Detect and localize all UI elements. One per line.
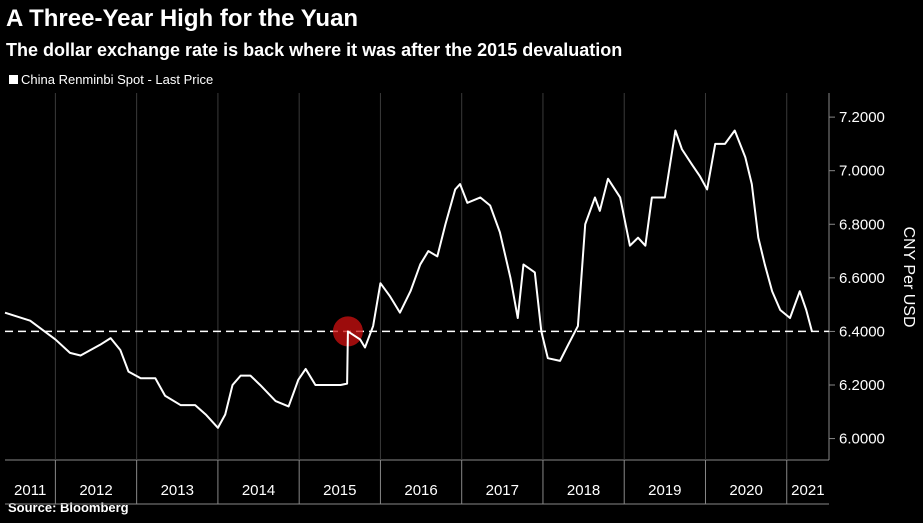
y-tick-label: 6.0000 bbox=[839, 431, 885, 448]
y-tick-label: 6.8000 bbox=[839, 216, 885, 233]
y-tick-label: 6.6000 bbox=[839, 270, 885, 287]
x-tick-label: 2015 bbox=[323, 482, 356, 499]
x-tick-label: 2012 bbox=[79, 482, 112, 499]
y-tick-label: 6.2000 bbox=[839, 377, 885, 394]
legend-swatch bbox=[9, 75, 18, 84]
x-tick-label: 2019 bbox=[648, 482, 681, 499]
chart-subtitle: The dollar exchange rate is back where i… bbox=[6, 40, 622, 60]
source: Source: Bloomberg bbox=[8, 500, 129, 515]
x-tick-label: 2021 bbox=[791, 482, 824, 499]
x-tick-label: 2013 bbox=[161, 482, 194, 499]
legend-label: China Renminbi Spot - Last Price bbox=[21, 72, 213, 87]
y-tick-label: 6.4000 bbox=[839, 323, 885, 340]
x-tick-label: 2016 bbox=[404, 482, 437, 499]
y-axis-label: CNY Per USD bbox=[900, 226, 917, 327]
x-tick-label: 2014 bbox=[242, 482, 275, 499]
x-tick-label: 2017 bbox=[486, 482, 519, 499]
chart-title: A Three-Year High for the Yuan bbox=[6, 5, 358, 32]
x-tick-label: 2011 bbox=[14, 482, 46, 499]
y-tick-label: 7.2000 bbox=[839, 109, 885, 126]
line-series bbox=[4, 129, 813, 429]
x-tick-label: 2018 bbox=[567, 482, 600, 499]
x-tick-label: 2020 bbox=[729, 482, 762, 499]
y-tick-label: 7.0000 bbox=[839, 163, 885, 180]
